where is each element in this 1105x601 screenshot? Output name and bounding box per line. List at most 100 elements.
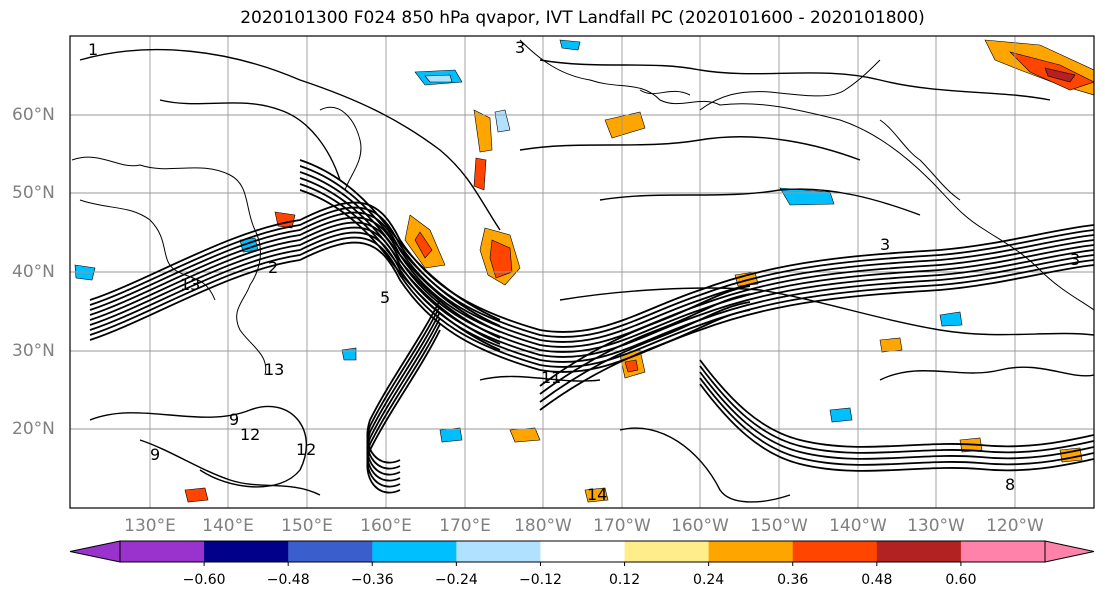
ivt-contour [519, 136, 861, 161]
colorbar-segment [288, 541, 373, 562]
qvapor-region [509, 427, 541, 443]
ivt-contour [299, 159, 501, 321]
qvapor-shading [74, 39, 1094, 503]
ivt-contour [599, 188, 921, 216]
lon-label: 130°E [124, 516, 176, 536]
map-title: 2020101300 F024 850 hPa qvapor, IVT Land… [240, 8, 925, 28]
lon-label: 150°W [750, 516, 808, 536]
contour-label: 3 [515, 38, 525, 57]
colorbar-segment [540, 541, 626, 562]
ivt-contour [139, 439, 321, 496]
colorbar-tick-label: −0.24 [434, 572, 478, 588]
ivt-contour [89, 221, 1094, 353]
contour-label: 12 [240, 425, 260, 444]
colorbar-segment [792, 541, 878, 562]
qvapor-region [494, 109, 511, 133]
colorbar-tick-label: −0.60 [182, 572, 226, 588]
ivt-contour [89, 206, 1094, 338]
ivt-contour [699, 383, 1094, 472]
ivt-contour [299, 189, 501, 351]
lon-label: 170°W [593, 516, 651, 536]
coastline [639, 89, 691, 96]
colorbar-outline [119, 540, 1046, 563]
ivt-contour [539, 301, 751, 403]
qvapor-region [74, 264, 96, 281]
lon-label: 150°E [281, 516, 333, 536]
lat-label: 60°N [12, 105, 55, 125]
lon-label: 140°E [202, 516, 254, 536]
ivt-contour [699, 371, 1094, 460]
ivt-contour [699, 359, 1094, 448]
ivt-contour [89, 216, 1094, 348]
contour-label: 1 [88, 40, 98, 59]
ivt-contour [699, 377, 1094, 466]
ivt-contours [79, 48, 1094, 503]
lat-label: 30°N [12, 341, 55, 361]
colorbar-segment [876, 541, 962, 562]
ivt-contour [366, 317, 441, 482]
colorbar-segment [372, 541, 457, 562]
ivt-contour [539, 293, 751, 395]
qvapor-region [341, 347, 357, 361]
colorbar-tick-label: 0.12 [608, 572, 641, 588]
lon-label: 160°W [671, 516, 729, 536]
lon-label: 140°W [829, 516, 887, 536]
qvapor-region [184, 487, 209, 503]
ivt-contour [89, 201, 1094, 333]
ivt-contour [299, 177, 501, 339]
lat-label: 50°N [12, 183, 55, 203]
ivt-contour [89, 236, 1094, 368]
contour-label: 13 [180, 275, 200, 294]
colorbar-tick-label: 0.36 [777, 572, 809, 588]
colorbar-tick-label: −0.36 [350, 572, 394, 588]
ivt-contour [79, 48, 501, 231]
qvapor-region [779, 187, 835, 206]
qvapor-region [1044, 67, 1076, 83]
contour-label: 3 [880, 235, 890, 254]
ivt-contour [366, 323, 441, 488]
ivt-contour [539, 285, 751, 387]
lon-label: 120°W [986, 516, 1044, 536]
lon-label: 160°E [360, 516, 412, 536]
qvapor-region [559, 39, 581, 51]
contour-label: 9 [150, 445, 160, 464]
ivt-contour [89, 211, 1094, 343]
qvapor-region [489, 239, 513, 279]
ivt-contour [366, 299, 441, 464]
colorbar-segment [204, 541, 289, 562]
qvapor-region [439, 427, 463, 443]
lat-label: 20°N [12, 419, 55, 439]
qvapor-region [624, 359, 639, 373]
contour-label: 8 [1005, 475, 1015, 494]
colorbar-segment [960, 541, 1046, 562]
ivt-contour [159, 99, 341, 181]
contour-label: 11 [541, 368, 561, 387]
qvapor-region [584, 487, 609, 503]
colorbar-segment [624, 541, 710, 562]
lon-label: 130°W [907, 516, 965, 536]
colorbar-max-arrow [1044, 540, 1095, 563]
qvapor-region [424, 74, 453, 83]
colorbar-tick-label: −0.12 [519, 572, 562, 588]
contour-label: 5 [380, 288, 390, 307]
ivt-contour [879, 366, 1094, 381]
ivt-contour [89, 226, 1094, 358]
colorbar-segment [456, 541, 541, 562]
qvapor-region [829, 407, 853, 423]
contour-label: 2 [268, 258, 278, 277]
ivt-contour [619, 427, 791, 503]
contour-label: 9 [229, 410, 239, 429]
ivt-contour [299, 183, 501, 345]
qvapor-region [473, 157, 487, 191]
contour-label: 13 [264, 360, 284, 379]
colorbar-segment [120, 541, 205, 562]
ivt-contour [299, 171, 501, 333]
ivt-contour [479, 375, 601, 382]
qvapor-region [939, 311, 963, 327]
colorbar-segment [708, 541, 794, 562]
contour-label: 3 [1070, 250, 1080, 269]
gridlines [70, 36, 1094, 508]
ivt-contour [699, 365, 1094, 454]
